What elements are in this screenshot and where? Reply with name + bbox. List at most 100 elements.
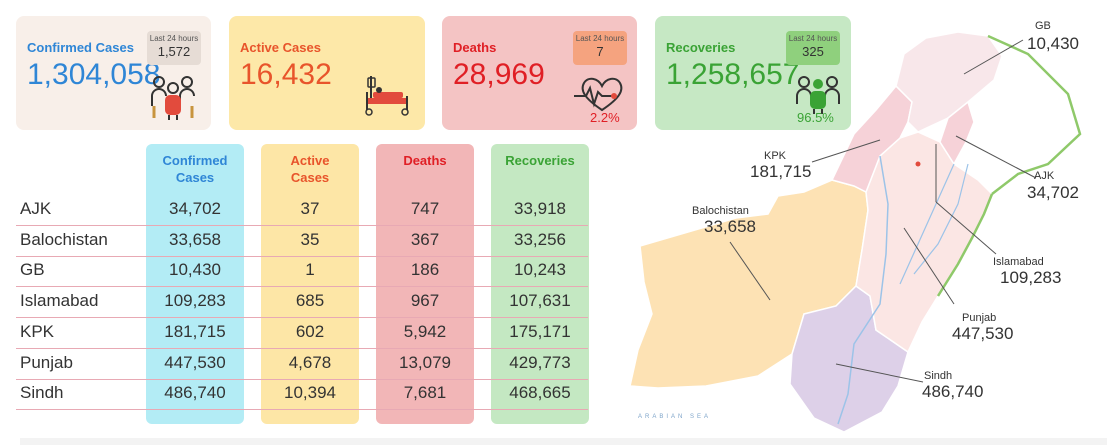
arabian-sea-label: ARABIAN SEA — [638, 414, 711, 420]
row-region-label: GB — [20, 260, 45, 280]
map-label-islamabad-value: 109,283 — [1000, 268, 1062, 287]
last24-caption: Last 24 hours — [575, 34, 625, 43]
table-cell-deaths: 367 — [410, 229, 440, 249]
table-cell-confirmed: 34,702 — [169, 199, 221, 218]
recoveries-percentage: 96.5% — [797, 110, 834, 125]
map-label-sindh-value: 486,740 — [922, 382, 984, 401]
capital-marker — [915, 161, 921, 167]
map-label-islamabad-name: Islamabad — [993, 256, 1044, 268]
confirmed-column-header: Confirmed Cases — [146, 152, 244, 186]
table-cell-active: 602 — [295, 321, 325, 341]
map-river-jhelum — [899, 163, 955, 285]
heartbeat-icon — [574, 77, 623, 112]
table-cell-recoveries: 107,631 — [509, 291, 571, 311]
map-label-kpk-value: 181,715 — [750, 162, 812, 181]
deaths-card: Deaths 28,969 Last 24 hours 7 2.2% — [442, 16, 637, 130]
bottom-divider — [20, 438, 1107, 445]
deaths-last24-value: 7 — [596, 44, 604, 59]
table-row-divider — [16, 255, 588, 257]
recoveries-column-bg — [491, 144, 589, 424]
active-header-line1: Active — [290, 153, 330, 168]
leader-line-balochistan — [729, 241, 771, 301]
table-cell-active: 4,678 — [288, 352, 332, 372]
active-header-line2: Cases — [290, 170, 330, 185]
deaths-title: Deaths — [453, 40, 497, 55]
people-group-icon — [151, 76, 195, 120]
map-label-punjab-value: 447,530 — [952, 324, 1014, 343]
recoveries-card: Recoveries 1,258,657 Last 24 hours 325 9… — [655, 16, 851, 130]
pakistan-map: ARABIAN SEA — [629, 31, 1082, 433]
active-card: Active Cases 16,432 — [229, 16, 425, 130]
table-cell-confirmed: 33,658 — [169, 229, 221, 249]
map-label-sindh-name: Sindh — [924, 370, 953, 382]
table-cell-deaths: 967 — [410, 291, 440, 311]
table-cell-active: 35 — [300, 229, 320, 249]
recoveries-last24-value: 325 — [802, 44, 824, 59]
leader-line-kpk — [811, 139, 881, 163]
leader-line-punjab — [903, 227, 955, 305]
map-region-gb — [895, 31, 1003, 133]
table-row-divider — [16, 378, 588, 380]
map-river-chenab — [913, 163, 969, 275]
table-cell-deaths: 7,681 — [403, 383, 447, 403]
table-cell-recoveries: 33,256 — [514, 229, 566, 249]
confirmed-title: Confirmed Cases — [27, 40, 134, 55]
table-cell-deaths: 186 — [410, 260, 440, 280]
map-river-indus — [837, 155, 889, 425]
table-cell-active: 1 — [305, 260, 315, 280]
map-label-balochistan-value: 33,658 — [704, 217, 756, 236]
map-label-ajk-value: 34,702 — [1027, 183, 1079, 202]
table-row-divider — [16, 409, 588, 411]
table-cell-deaths: 5,942 — [403, 321, 447, 341]
recoveries-last24-badge: Last 24 hours 325 — [786, 31, 840, 65]
map-label-balochistan-name: Balochistan — [692, 205, 749, 217]
table-cell-deaths: 13,079 — [399, 352, 451, 372]
table-row-divider — [16, 225, 588, 226]
map-label-gb-value: 10,430 — [1027, 34, 1079, 53]
table-cell-deaths: 747 — [410, 199, 440, 218]
confirmed-header-line2: Cases — [175, 170, 215, 185]
leader-line-gb — [963, 39, 1024, 75]
active-column-bg — [261, 144, 359, 424]
active-title: Active Cases — [240, 40, 321, 55]
recovered-people-icon — [796, 76, 840, 114]
recoveries-value: 1,258,657 — [666, 58, 800, 91]
map-label-ajk-name: AJK — [1034, 170, 1055, 182]
confirmed-card: Confirmed Cases 1,304,058 Last 24 hours … — [16, 16, 211, 130]
table-cell-confirmed: 181,715 — [164, 321, 226, 341]
last24-caption: Last 24 hours — [788, 34, 838, 43]
map-region-ajk — [939, 100, 975, 166]
table-cell-confirmed: 109,283 — [164, 291, 226, 311]
row-region-label: KPK — [20, 321, 55, 341]
map-border-line — [936, 193, 994, 297]
table-cell-confirmed: 10,430 — [169, 260, 221, 280]
map-label-kpk-name: KPK — [764, 150, 787, 162]
confirmed-last24-value: 1,572 — [157, 44, 191, 59]
leader-line-ajk — [955, 135, 1037, 179]
row-region-label: Islamabad — [20, 291, 99, 311]
table-cell-active: 37 — [300, 199, 320, 218]
table-cell-confirmed: 486,740 — [164, 383, 226, 403]
last24-caption: Last 24 hours — [149, 34, 199, 43]
leader-line-sindh — [835, 363, 924, 383]
confirmed-header-line1: Confirmed — [162, 153, 228, 168]
leader-line-islamabad-2 — [935, 201, 997, 255]
deaths-column-bg — [376, 144, 474, 424]
table-row-divider — [16, 317, 588, 319]
hospital-bed-icon — [365, 76, 409, 116]
confirmed-value: 1,304,058 — [27, 58, 161, 91]
table-cell-recoveries: 10,243 — [514, 260, 566, 280]
deaths-value: 28,969 — [453, 58, 545, 91]
table-cell-recoveries: 175,171 — [509, 321, 571, 341]
active-column-header: Active Cases — [261, 152, 359, 186]
map-border-disputed — [987, 34, 1082, 195]
confirmed-column-bg — [146, 144, 244, 424]
confirmed-last24-badge: Last 24 hours 1,572 — [147, 31, 201, 65]
table-cell-recoveries: 429,773 — [509, 352, 571, 372]
table-cell-active: 685 — [295, 291, 325, 311]
deaths-last24-badge: Last 24 hours 7 — [573, 31, 627, 65]
deaths-percentage: 2.2% — [590, 110, 620, 125]
row-region-label: Balochistan — [20, 229, 108, 249]
table-cell-active: 10,394 — [284, 383, 336, 403]
recoveries-title: Recoveries — [666, 40, 736, 55]
